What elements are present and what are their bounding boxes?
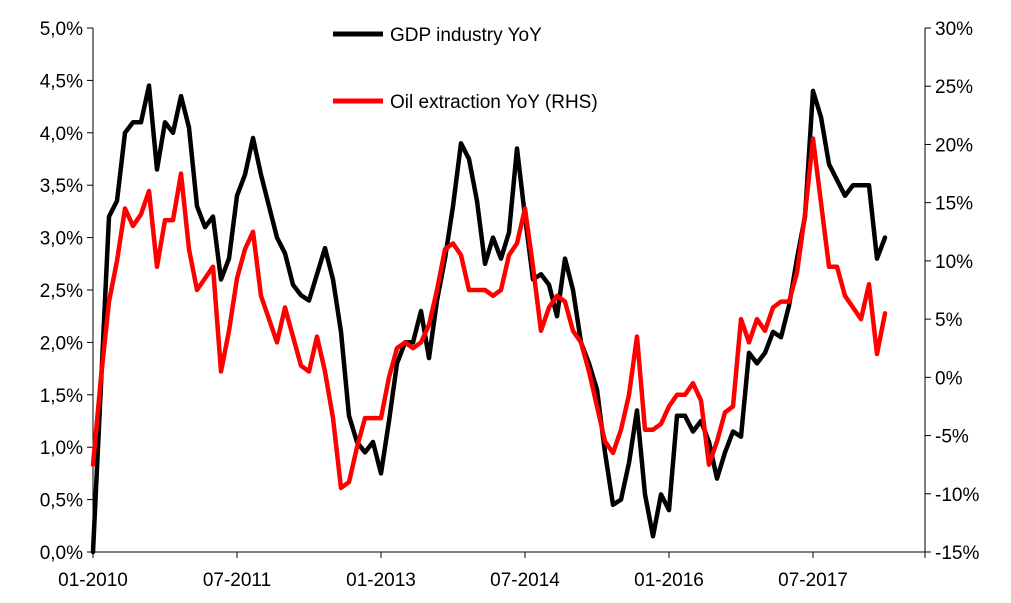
series-line-gdp-industry-yoy	[90, 83, 888, 555]
left-y-ticks: 0,0% 0,5% 1,0% 1,5% 2,0% 2,5% 3,0% 3,5% 4,0% 4,5%…	[40, 19, 93, 564]
x-tick-label: 07-2017	[778, 570, 848, 591]
left-y-tick-label: 0,0%	[40, 543, 83, 564]
x-tick-label: 07-2014	[490, 570, 560, 591]
left-y-tick-label: 4,5%	[40, 71, 83, 92]
left-y-tick-label: 1,0%	[40, 438, 83, 459]
left-y-tick-label: 5,0%	[40, 19, 83, 40]
right-y-tick-label: 30%	[935, 19, 973, 40]
x-tick-label: 07-2011	[203, 570, 271, 591]
legend-label-oil-extraction: Oil extraction YoY (RHS)	[390, 92, 598, 113]
right-y-tick-label: 10%	[935, 252, 973, 273]
right-y-tick-label: -5%	[935, 427, 969, 448]
left-y-tick-label: 3,0%	[40, 229, 83, 250]
right-y-tick-label: -10%	[935, 485, 979, 506]
x-tick-label: 01-2010	[58, 570, 128, 591]
x-ticks: 01-2010 07-2011 01-2013 07-2014 01-2016 07-20…	[58, 552, 926, 591]
legend: GDP industry YoY Oil extraction YoY (RHS…	[333, 25, 598, 113]
legend-item-gdp-industry: GDP industry YoY	[333, 25, 542, 46]
right-y-tick-label: 25%	[935, 77, 973, 98]
left-y-tick-label: 2,0%	[40, 333, 83, 354]
series-oil-extraction-yoy-rhs	[90, 136, 888, 491]
right-y-tick-label: 0%	[935, 368, 963, 389]
right-y-ticks: -15% -10% -5% 0% 5% 10% 15% 20% 25% 30%	[925, 19, 979, 564]
right-y-tick-label: 5%	[935, 310, 963, 331]
series-line-oil-extraction-yoy-rhs	[90, 136, 888, 491]
left-y-tick-label: 2,5%	[40, 281, 83, 302]
legend-label-gdp-industry: GDP industry YoY	[390, 25, 542, 46]
left-y-tick-label: 1,5%	[40, 386, 83, 407]
left-y-tick-label: 3,5%	[40, 176, 83, 197]
right-y-tick-label: 15%	[935, 194, 973, 215]
left-y-tick-label: 0,5%	[40, 491, 83, 512]
series-gdp-industry-yoy	[90, 83, 888, 555]
x-tick-label: 01-2016	[634, 570, 704, 591]
right-y-tick-label: 20%	[935, 135, 973, 156]
x-tick-label: 01-2013	[346, 570, 416, 591]
legend-item-oil-extraction: Oil extraction YoY (RHS)	[333, 92, 598, 113]
left-y-tick-label: 4,0%	[40, 124, 83, 145]
right-y-tick-label: -15%	[935, 543, 979, 564]
series-group	[90, 83, 888, 555]
